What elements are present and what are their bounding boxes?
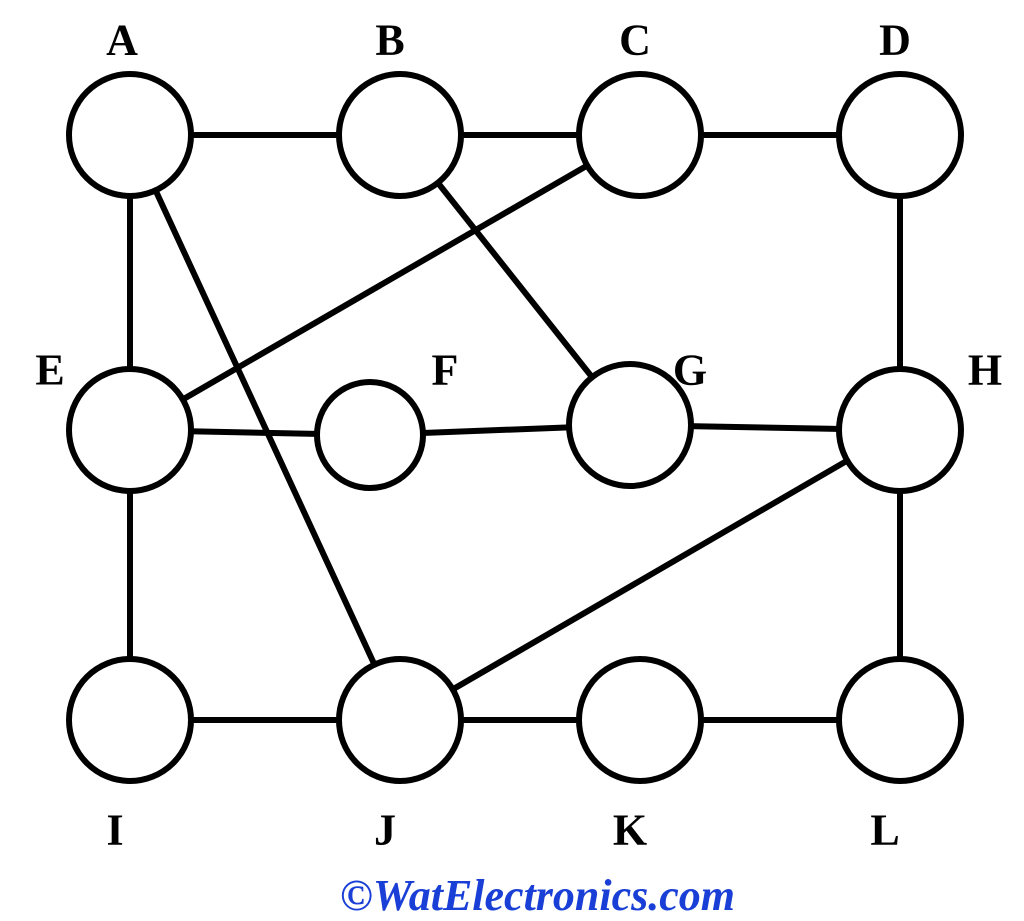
node-label-D: D [879,15,911,66]
node-label-C: C [619,15,651,66]
node-label-G: G [673,345,707,396]
node-H [836,366,964,494]
node-K [576,656,704,784]
node-D [836,71,964,199]
node-J [336,656,464,784]
node-label-B: B [375,15,404,66]
node-label-E: E [35,345,64,396]
node-label-A: A [106,15,138,66]
node-label-F: F [432,345,459,396]
node-label-J: J [374,805,396,856]
node-E [66,366,194,494]
node-label-H: H [968,345,1002,396]
node-L [836,656,964,784]
node-C [576,71,704,199]
node-label-L: L [870,805,899,856]
node-B [336,71,464,199]
node-I [66,656,194,784]
node-A [66,71,194,199]
node-label-K: K [613,805,647,856]
node-label-I: I [106,805,123,856]
node-F [314,379,426,491]
